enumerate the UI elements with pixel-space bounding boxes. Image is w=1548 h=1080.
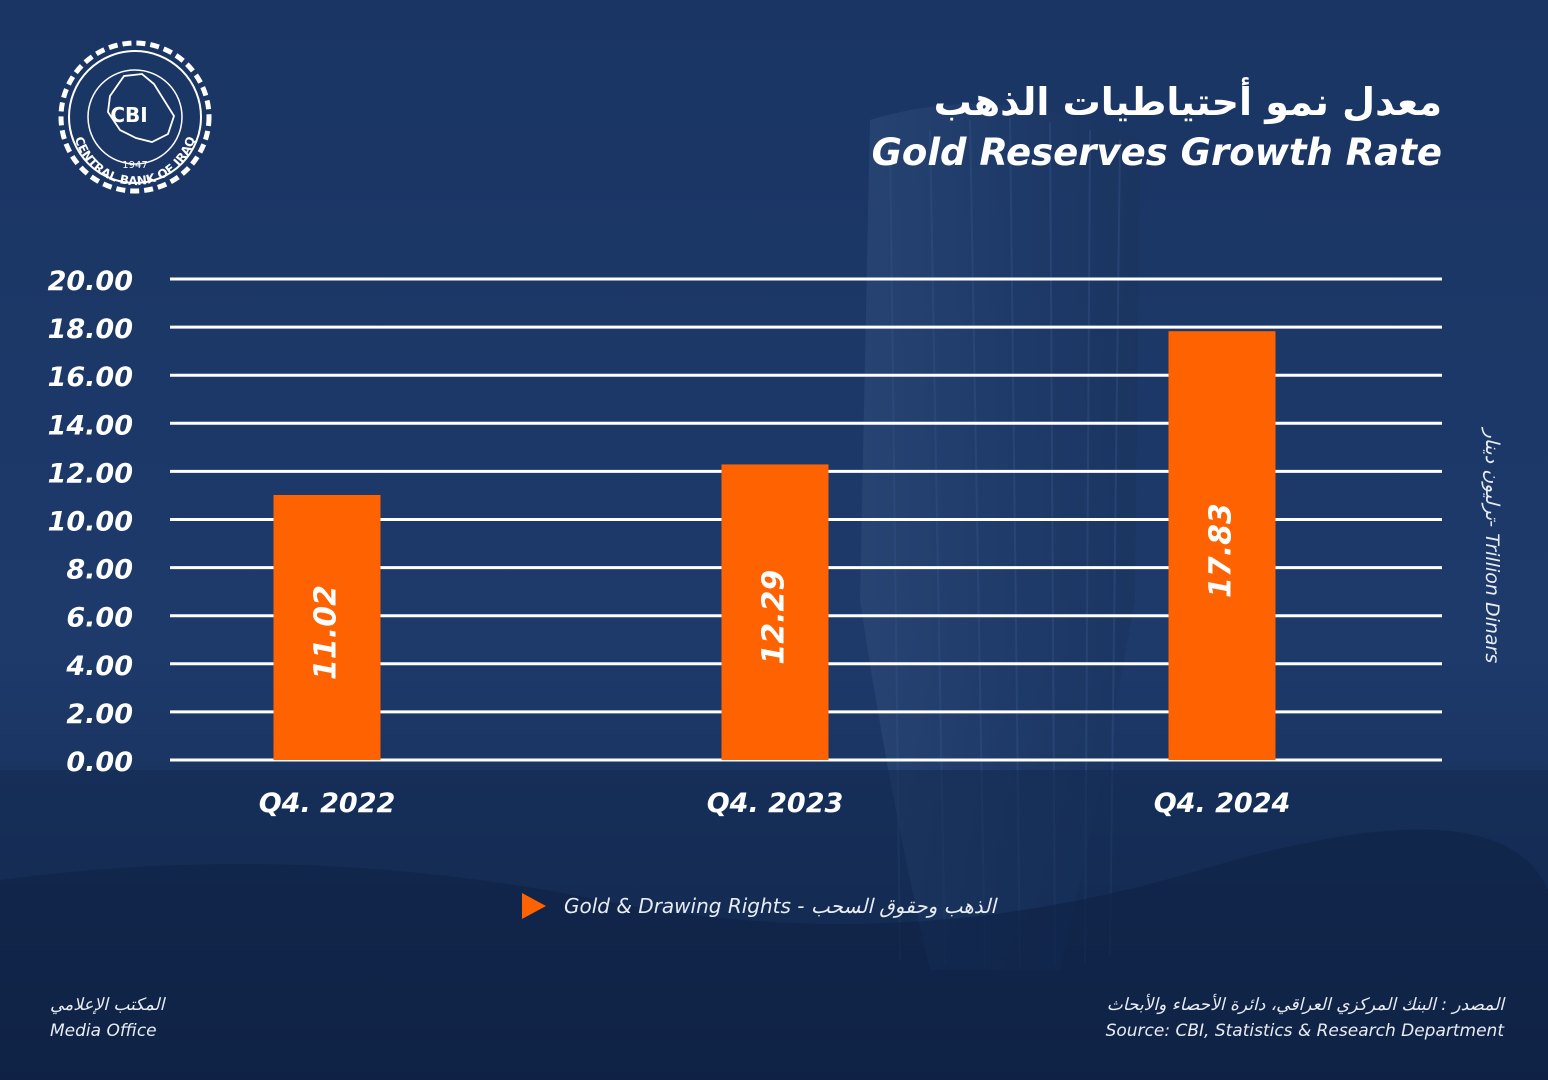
footer-source-en: Source: CBI, Statistics & Research Depar… <box>1105 1021 1504 1041</box>
bar-value-label: 12.29 <box>757 570 792 665</box>
title-arabic: معدل نمو أحتياطيات الذهب <box>933 80 1442 124</box>
bar <box>721 464 829 760</box>
y-tick-label: 20.00 <box>48 266 133 297</box>
bar <box>1168 331 1276 760</box>
y-tick-label: 0.00 <box>66 747 133 778</box>
y-tick-label: 4.00 <box>65 651 133 682</box>
chart-y-axis: 0.00 2.00 4.00 6.00 8.00 10.00 12.00 14.00 16.00… <box>48 266 133 778</box>
footer-media-office: المكتب الإعلامي Media Office <box>50 992 164 1044</box>
footer-source: المصدر : البنك المركزي العراقي، دائرة ال… <box>1106 992 1504 1044</box>
x-tick-label: Q4. 2024 <box>1154 788 1291 819</box>
footer-media-office-ar: المكتب الإعلامي <box>50 995 165 1015</box>
logo-year: 1947 <box>122 160 147 171</box>
x-tick-label: Q4. 2022 <box>259 788 396 819</box>
chart-bars: 11.02 12.29 17.83 <box>273 331 1276 760</box>
y-tick-label: 14.00 <box>48 410 133 441</box>
legend-label: الذهب وحقوق السحب - Gold & Drawing Right… <box>564 894 996 918</box>
y-tick-label: 2.00 <box>66 699 133 730</box>
logo-text: CBI <box>110 103 147 127</box>
bar <box>273 494 381 760</box>
y-tick-label: 12.00 <box>48 458 133 489</box>
bar-value-label: 11.02 <box>309 585 344 680</box>
footer-media-office-en: Media Office <box>50 1021 157 1041</box>
bar-value-label: 17.83 <box>1204 503 1239 598</box>
cbi-logo-icon: CBI 1947 CENTRAL BANK OF IRAQ <box>58 40 212 194</box>
y-tick-label: 8.00 <box>66 555 133 586</box>
title-english: Gold Reserves Growth Rate <box>871 131 1442 174</box>
x-tick-label: Q4. 2023 <box>707 788 844 819</box>
y-axis-unit-label: ترليون دينار- Trillion Dinars <box>1481 428 1503 664</box>
y-tick-label: 16.00 <box>48 362 133 393</box>
chart-x-axis: Q4. 2022 Q4. 2023 Q4. 2024 <box>259 788 1291 819</box>
y-tick-label: 10.00 <box>48 507 133 538</box>
footer-source-ar: المصدر : البنك المركزي العراقي، دائرة ال… <box>1106 995 1504 1015</box>
triangle-right-icon <box>522 893 546 919</box>
y-tick-label: 6.00 <box>66 603 133 634</box>
y-tick-label: 18.00 <box>48 314 133 345</box>
chart-legend: الذهب وحقوق السحب - Gold & Drawing Right… <box>522 890 996 922</box>
